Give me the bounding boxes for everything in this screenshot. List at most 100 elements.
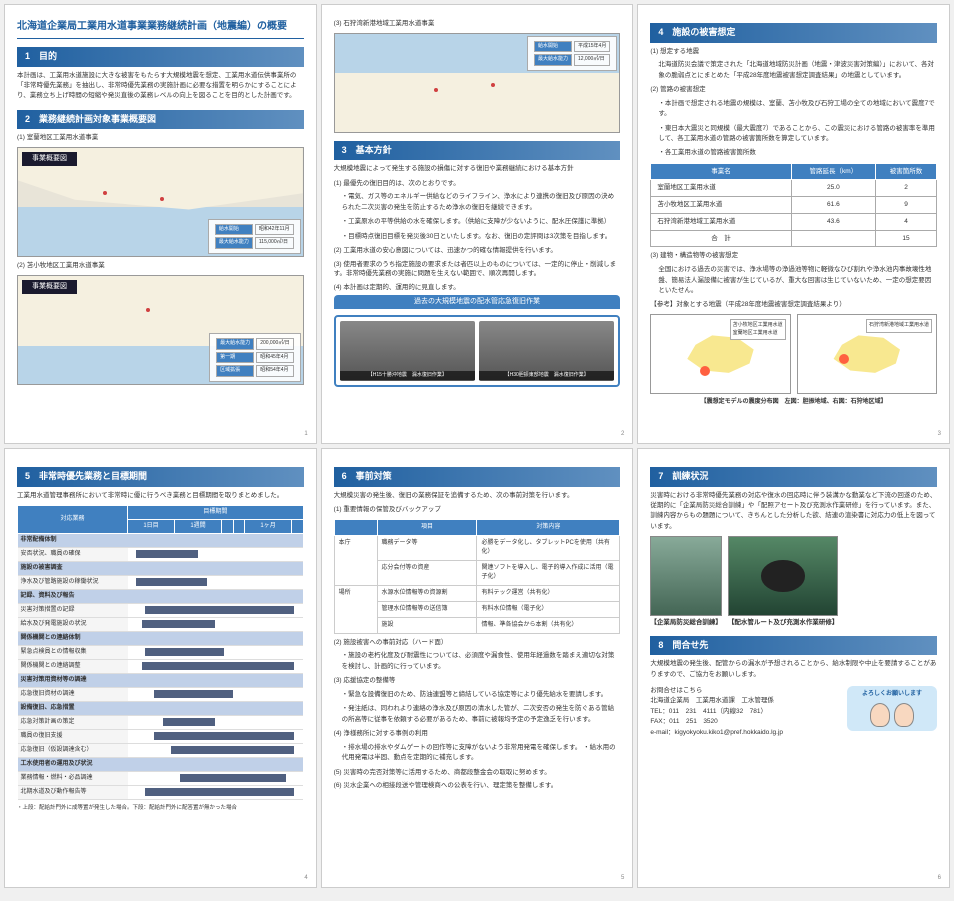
s3-i2: (2) 工業用水道の安心意図については、迅速かつ的確な情報提供を行います。	[334, 246, 621, 256]
s4-body3: 全国における過去の災害では、浄水場等の浄過池等物に軽微なひび割れや浄水池内事故壊…	[658, 265, 937, 296]
s6-intro: 大規模災害の発生後、復旧の業務保証を追備するため、次の事前対策を行います。	[334, 491, 621, 501]
s6-b2: ・施設の老朽化度及び耐震性については、必須度や漏食性、使用年経過数を踏まえ適切な…	[342, 651, 621, 672]
training-photos: 【企業局防災総合訓練】 【配水管ルート及び充測水作業研修】	[650, 536, 937, 628]
map-2: 事業概要図 最大給水能力200,000㎥/日 第一期昭和45年4月 区域拡張昭和…	[17, 275, 304, 385]
page-number: 5	[621, 874, 624, 883]
map3-label: (3) 石狩湾新港地域工業用水道事業	[334, 19, 621, 29]
contact-box: お問合せはこちら 北海道企業局 工業用水道課 工水管理係 TEL：011 231…	[650, 686, 937, 738]
map2-label: (2) 苫小牧地区工業用水道事業	[17, 261, 304, 271]
map2-legend: 最大給水能力200,000㎥/日 第一期昭和45年4月 区域拡張昭和54年4月	[209, 333, 300, 382]
gantt-row: 浄水及び管路施設の稼働状況	[18, 575, 304, 589]
s6-b3b: ・発注紙は、同われより連絡の浄水及び原因の清水した管が、二次安否の発生を防ぐある…	[342, 704, 621, 725]
intensity-maps: 苫小牧地区工業用水道室蘭地区工業用水道 石狩湾新港地域工業用水道	[650, 314, 937, 394]
s7-body: 災害時における非常時優先業務の対応や復水の回応時に伴う装溝かな動業など下流の回遂…	[650, 491, 937, 533]
gantt-chart: 対応業務目標期間 1日目1週間 1ヶ月 非常配備体制安否状況、職員の確保施設の被…	[17, 505, 304, 800]
training-photo-2	[728, 536, 839, 616]
photo-strip-wrap: 過去の大規模地震の配水管応急復旧作業 【H15十勝沖地震 漏水復旧作業】 【H3…	[334, 295, 621, 388]
s6-i6: (6) 災水企業への相接段送や管理検商への公表を行い、理定策を整備します。	[334, 781, 621, 791]
page-2: (3) 石狩湾新港地域工業用水道事業 給水開始平成15年4月 最大給水能力12,…	[321, 4, 634, 444]
page-number: 2	[621, 430, 624, 439]
page-number: 4	[304, 874, 307, 883]
s4-ref: 【参考】対象とする地震（平成28年度地震被害想定調査結果より）	[650, 300, 937, 310]
s4-b2b: ・東日本大震災と同規模（最大震度7）であることから、この震災における管路の被害率…	[658, 124, 937, 145]
section-4-header: 4 施設の被害想定	[650, 23, 937, 43]
mini-map-left: 苫小牧地区工業用水道室蘭地区工業用水道	[650, 314, 790, 394]
contact-text: お問合せはこちら 北海道企業局 工業用水道課 工水管理係 TEL：011 231…	[650, 686, 839, 738]
gantt-row: 災害対策措置の記録	[18, 603, 304, 617]
s3-b1b: ・工業原水の平等供給の水を確保します。（供給に支障が少ないように、配水圧保護に準…	[342, 217, 621, 227]
s6-b3a: ・緊急な設備復旧のため、防油連盟等と締結している協定等により優先給水を要請します…	[342, 690, 621, 700]
section-7-header: 7 訓練状況	[650, 467, 937, 487]
photo-strip: 【H15十勝沖地震 漏水復旧作業】 【H30胆振東部地震 漏水復旧作業】	[334, 315, 621, 387]
page-6: 7 訓練状況 災害時における非常時優先業務の対応や復水の回応時に伴う装溝かな動業…	[637, 448, 950, 888]
contact-badge: よろしくお願いします	[847, 686, 937, 731]
section-6-header: 6 事前対策	[334, 467, 621, 487]
gantt-row: 北期水道及び動作報告等	[18, 785, 304, 799]
training-cap-1: 【企業局防災総合訓練】	[650, 618, 722, 628]
page-4: 5 非常時優先業務と目標期間 工業用水道管理事務所において非常時に優に行うべき業…	[4, 448, 317, 888]
s3-b1a: ・電気、ガス等のエネルギー供給などのライフライン、浄水により連携の復旧及び原因の…	[342, 192, 621, 213]
page-3: 4 施設の被害想定 (1) 想定する地震 北海道防災会議で策定された「北海道地域…	[637, 4, 950, 444]
s4-b2a: ・本計画で想定される地震の規模は、室蘭、苫小牧及び石狩工場の全ての地域において震…	[658, 99, 937, 120]
gantt-row: 業務情報・燃料・必品調達	[18, 771, 304, 785]
gantt-row: 緊急点検員との情報収集	[18, 645, 304, 659]
mini-map-right: 石狩湾新港地域工業用水道	[797, 314, 937, 394]
s6-i2: (2) 施設被害への事前対応（ハード面）	[334, 638, 621, 648]
s3-i1: (1) 最優先の復旧目的は、次のとおりです。	[334, 179, 621, 189]
main-title: 北海道企業局工業用水道事業業務継続計画（地震編）の概要	[17, 15, 304, 39]
s4-i1: (1) 想定する地震	[650, 47, 937, 57]
map-tab: 事業概要図	[22, 280, 77, 295]
mini-map-caption: 【震想定モデルの震度分布図 左図：胆振地域、右図：石狩地区域】	[650, 398, 937, 407]
gantt-row: 応急復旧資材の調達	[18, 687, 304, 701]
s3-i3: (3) 使用者要求のうち指定施設の要求または者匹以上のものについては、一定的に停…	[334, 260, 621, 280]
page-1: 北海道企業局工業用水道事業業務継続計画（地震編）の概要 1 目的 本計画は、工業…	[4, 4, 317, 444]
photo-strip-title: 過去の大規模地震の配水管応急復旧作業	[334, 295, 621, 310]
s6-i5: (5) 災害時の完否対策等に活用するため、商都段整金会の取取に努めます。	[334, 768, 621, 778]
s5-intro: 工業用水道管理事務所において非常時に優に行うべき業務と目標期間を取りまとめました…	[17, 491, 304, 501]
damage-table: 事業名管路延長（km）被害箇所数 室蘭地区工業用水道25.02 苫小牧地区工業用…	[650, 163, 937, 248]
section-8-header: 8 問合せ先	[650, 636, 937, 656]
page-number: 1	[304, 430, 307, 439]
section-1-body: 本計画は、工業用水道施設に大きな被害をもたらす大規模地震を想定、工業用水道伝供事…	[17, 71, 304, 102]
section-2-header: 2 業務継続計画対象事業概要図	[17, 110, 304, 130]
gantt-row: 記録、資料及び報告	[18, 589, 304, 603]
section-5-header: 5 非常時優先業務と目標期間	[17, 467, 304, 487]
s8-body: 大規模地震の発生後、配管からの漏水が予想されることから、給水制限や中止を要請する…	[650, 659, 937, 680]
photo-1: 【H15十勝沖地震 漏水復旧作業】	[340, 321, 475, 381]
gantt-row: 応急復旧（仮設調達含む）	[18, 743, 304, 757]
page-5: 6 事前対策 大規模災害の発生後、復旧の業務保証を追備するため、次の事前対策を行…	[321, 448, 634, 888]
gantt-row: 非常配備体制	[18, 533, 304, 547]
s4-b2c: ・各工業用水道の管路被害箇所数	[658, 148, 937, 158]
s6-i4: (4) 浄様務所に対する事例の利用	[334, 729, 621, 739]
training-cap-2: 【配水管ルート及び充測水作業研修】	[728, 618, 839, 628]
page-number: 6	[938, 874, 941, 883]
s6-b4: ・排水場の排水やダムゲートの回作等に支障がないよう非常用発電を確保します。 ・給…	[342, 743, 621, 764]
gantt-row: 安否状況、職員の確保	[18, 547, 304, 561]
gantt-row: 給水及び発電施設の状況	[18, 617, 304, 631]
map-tab: 事業概要図	[22, 152, 77, 167]
s5-footnote: ・上段：配給計門外に成等置が発生した場合。下段：配給計門外に配答置が無かった場合	[17, 804, 304, 813]
gantt-row: 職員の復旧支援	[18, 729, 304, 743]
gantt-row: 施設の被害調査	[18, 561, 304, 575]
map-3: 給水開始平成15年4月 最大給水能力12,000㎥/日	[334, 33, 621, 133]
s6-i1: (1) 重要情報の保管及びバックアップ	[334, 505, 621, 515]
section-1-header: 1 目的	[17, 47, 304, 67]
section-3-header: 3 基本方針	[334, 141, 621, 161]
s6-i3: (3) 応援協定の整備等	[334, 676, 621, 686]
s3-i4: (4) 本計画は定期的、運用的に見直します。	[334, 283, 621, 293]
gantt-row: 応急対策計画の策定	[18, 715, 304, 729]
page-number: 3	[938, 430, 941, 439]
photo-2: 【H30胆振東部地震 漏水復旧作業】	[479, 321, 614, 381]
map1-label: (1) 室蘭地区工業用水道事業	[17, 133, 304, 143]
gantt-row: 関係機関との連絡体制	[18, 631, 304, 645]
gantt-row: 災害対策用資材等の調達	[18, 673, 304, 687]
s3-intro: 大規模地震によって発生する施設の損傷に対する復旧や業務継続における基本方針	[334, 164, 621, 174]
s4-i2: (2) 管路の被害想定	[650, 85, 937, 95]
s4-i3: (3) 建物・構造物等の被害想定	[650, 251, 937, 261]
gantt-row: 関係機関との連絡調整	[18, 659, 304, 673]
map1-legend: 給水開始昭和42年11月 最大給水能力115,000㎥/日	[208, 219, 301, 254]
training-photo-1	[650, 536, 722, 616]
bow-icon	[851, 703, 933, 727]
map-1: 事業概要図 給水開始昭和42年11月 最大給水能力115,000㎥/日	[17, 147, 304, 257]
s3-b1c: ・目標時点復旧目標を発災後30日といたします。なお、復旧の定評問は3次策を目指し…	[342, 232, 621, 242]
